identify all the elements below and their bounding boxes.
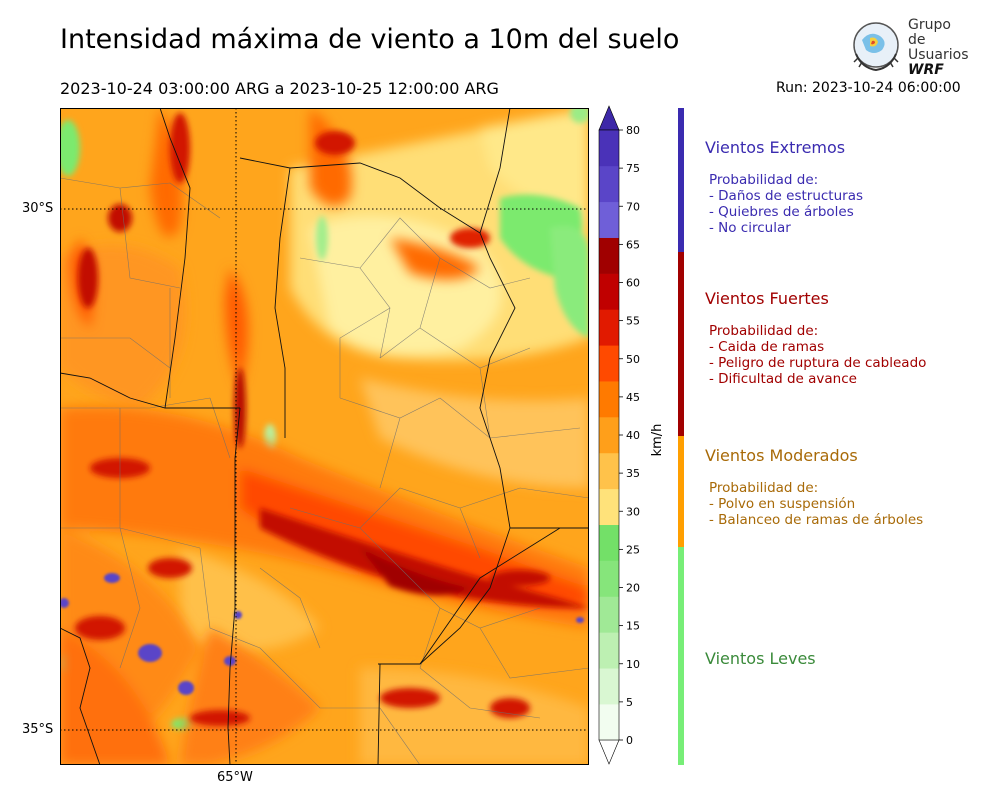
- colorbar-block: [599, 237, 619, 274]
- lon-label-65w: 65°W: [217, 770, 253, 785]
- desc-line: - Balanceo de ramas de árboles: [709, 512, 924, 528]
- province-borders: [60, 108, 589, 765]
- colorbar-unit: km/h: [650, 424, 665, 457]
- colorbar-block: [599, 596, 619, 633]
- colorbar-block: [599, 345, 619, 382]
- logo-line-3: WRF: [908, 62, 944, 78]
- run-time: Run: 2023-10-24 06:00:00: [776, 80, 961, 96]
- category-bar-extremos: [678, 108, 684, 252]
- colorbar-block: [599, 488, 619, 526]
- colorbar-block: [599, 165, 619, 203]
- logo-line-2: Usuarios: [908, 47, 969, 63]
- colorbar-tick-label: 15: [626, 620, 640, 633]
- category-title-extremos: Vientos Extremos: [705, 138, 846, 157]
- colorbar-tick-label: 60: [626, 277, 640, 290]
- colorbar-tick-label: 30: [626, 505, 640, 518]
- desc-line: Probabilidad de:: [709, 480, 819, 496]
- colorbar-block: [599, 130, 619, 167]
- lat-label-35s: 35°S: [22, 722, 54, 737]
- graticule: [60, 108, 589, 765]
- colorbar-block: [599, 668, 619, 705]
- map-title: Intensidad máxima de viento a 10m del su…: [60, 24, 680, 55]
- desc-line: Probabilidad de:: [709, 172, 819, 188]
- colorbar-ticks: 0 5 10 15 20 25 30 35 40 45 50 55 60 65 70 75 80: [619, 124, 640, 747]
- logo-text: Grupo de Usuarios WRF: [908, 18, 969, 78]
- desc-line: - Polvo en suspensión: [709, 496, 856, 512]
- colorbar-tick-label: 70: [626, 200, 640, 213]
- colorbar-tick-label: 65: [626, 238, 640, 251]
- wrf-logo: Grupo de Usuarios WRF: [848, 18, 969, 78]
- colorbar-tick-label: 0: [626, 734, 633, 747]
- wind-field-severe: [75, 113, 589, 726]
- colorbar-block: [599, 632, 619, 669]
- colorbar-tick-label: 80: [626, 124, 640, 137]
- colorbar-block: [599, 524, 619, 561]
- colorbar-tick-label: 20: [626, 582, 640, 595]
- colorbar-tick-label: 35: [626, 467, 640, 480]
- colorbar-tick-label: 10: [626, 658, 640, 671]
- colorbar-block: [599, 201, 619, 238]
- category-desc-extremos: Probabilidad de: - Daños de estructuras …: [709, 172, 863, 236]
- desc-line: - Daños de estructuras: [709, 188, 864, 204]
- colorbar-blocks: [598, 105, 620, 765]
- colorbar-block: [599, 381, 619, 418]
- forecast-period: 2023-10-24 03:00:00 ARG a 2023-10-25 12:…: [60, 79, 499, 98]
- department-borders: [60, 177, 589, 765]
- globe-icon: [853, 22, 899, 72]
- category-desc-moderados: Probabilidad de: - Polvo en suspensión -…: [709, 480, 923, 528]
- desc-line: - Quiebres de árboles: [709, 204, 854, 220]
- colorbar-block: [599, 560, 619, 597]
- colorbar-block: [599, 309, 619, 346]
- colorbar-tick-label: 75: [626, 162, 640, 175]
- map-frame: [60, 108, 589, 765]
- desc-line: - Peligro de ruptura de cableado: [709, 355, 927, 371]
- colorbar-tick-label: 40: [626, 429, 640, 442]
- colorbar-block: [599, 417, 619, 454]
- colorbar: 0 5 10 15 20 25 30 35 40 45 50 55 60 65 70 75 80 km/h: [598, 105, 665, 765]
- category-bar: [678, 108, 684, 765]
- colorbar-tick-label: 5: [626, 696, 633, 709]
- colorbar-over-arrow: [598, 105, 620, 131]
- colorbar-under-arrow: [598, 739, 620, 765]
- category-title-moderados: Vientos Moderados: [705, 446, 858, 465]
- colorbar-block: [599, 704, 619, 741]
- colorbar-block: [599, 273, 619, 310]
- colorbar-tick-label: 55: [626, 315, 640, 328]
- category-title-fuertes: Vientos Fuertes: [705, 289, 829, 308]
- category-bar-leves: [678, 547, 684, 765]
- wind-map: [60, 108, 589, 765]
- colorbar-block: [599, 452, 619, 490]
- desc-line: - No circular: [709, 220, 791, 236]
- colorbar-tick-label: 50: [626, 353, 640, 366]
- colorbar-tick-label: 45: [626, 391, 640, 404]
- category-desc-fuertes: Probabilidad de: - Caida de ramas - Peli…: [709, 323, 926, 387]
- desc-line: - Caida de ramas: [709, 339, 825, 355]
- desc-line: - Dificultad de avance: [709, 371, 857, 387]
- wind-field-extreme: [60, 573, 584, 695]
- desc-line: Probabilidad de:: [709, 323, 819, 339]
- category-bar-moderados: [678, 436, 684, 547]
- category-title-leves: Vientos Leves: [705, 649, 816, 668]
- wind-field-green: [60, 108, 589, 730]
- logo-line-1: Grupo de: [908, 17, 951, 48]
- category-bar-fuertes: [678, 252, 684, 436]
- lat-label-30s: 30°S: [22, 201, 54, 216]
- colorbar-tick-label: 25: [626, 543, 640, 556]
